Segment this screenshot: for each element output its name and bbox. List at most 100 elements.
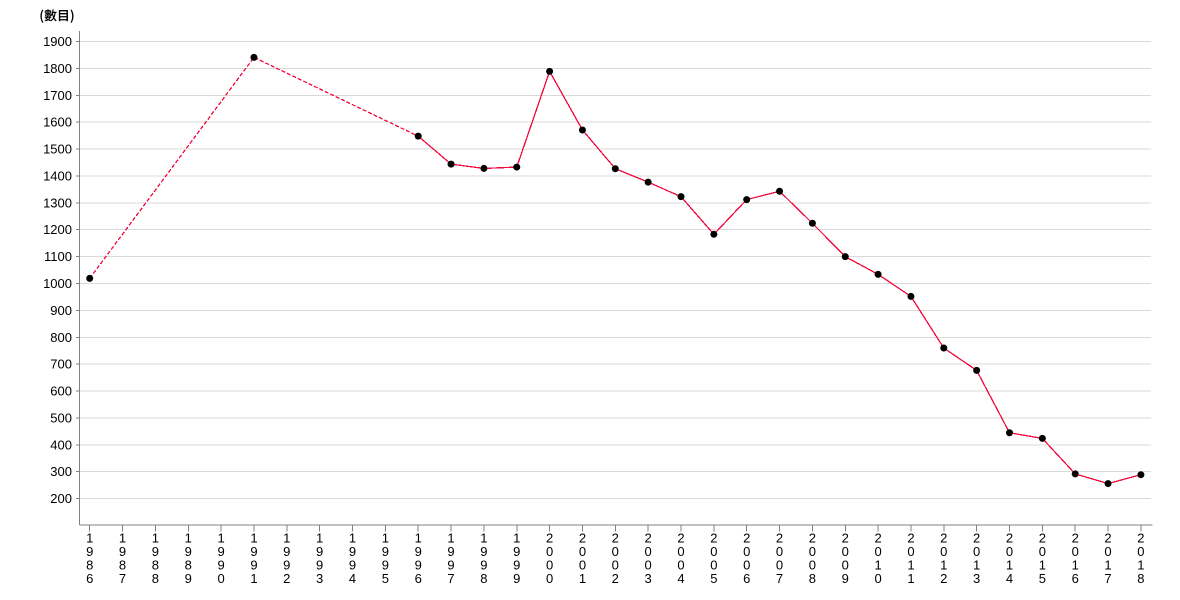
svg-text:2: 2 xyxy=(645,530,652,545)
svg-text:1: 1 xyxy=(382,530,389,545)
svg-text:0: 0 xyxy=(710,544,717,559)
svg-text:9: 9 xyxy=(513,544,520,559)
svg-text:8: 8 xyxy=(152,558,159,573)
svg-text:8: 8 xyxy=(809,571,816,586)
svg-text:1: 1 xyxy=(250,571,257,586)
svg-text:0: 0 xyxy=(973,544,980,559)
svg-text:0: 0 xyxy=(842,544,849,559)
svg-text:0: 0 xyxy=(1072,544,1079,559)
svg-text:2: 2 xyxy=(1072,530,1079,545)
svg-text:5: 5 xyxy=(382,571,389,586)
svg-text:6: 6 xyxy=(415,571,422,586)
svg-text:9: 9 xyxy=(250,558,257,573)
svg-text:1200: 1200 xyxy=(43,222,72,237)
svg-text:0: 0 xyxy=(546,558,553,573)
svg-text:0: 0 xyxy=(546,544,553,559)
svg-text:1: 1 xyxy=(1137,558,1144,573)
svg-text:2: 2 xyxy=(546,530,553,545)
svg-text:0: 0 xyxy=(1006,544,1013,559)
svg-text:1: 1 xyxy=(415,530,422,545)
svg-text:3: 3 xyxy=(316,571,323,586)
svg-text:2: 2 xyxy=(940,571,947,586)
svg-text:1: 1 xyxy=(907,571,914,586)
svg-text:0: 0 xyxy=(1039,544,1046,559)
svg-text:1: 1 xyxy=(152,530,159,545)
svg-text:9: 9 xyxy=(119,544,126,559)
svg-text:9: 9 xyxy=(152,544,159,559)
svg-text:0: 0 xyxy=(645,558,652,573)
svg-text:9: 9 xyxy=(480,544,487,559)
svg-text:1700: 1700 xyxy=(43,88,72,103)
svg-text:9: 9 xyxy=(250,544,257,559)
svg-text:2: 2 xyxy=(612,571,619,586)
svg-text:900: 900 xyxy=(50,303,72,318)
svg-text:1: 1 xyxy=(480,530,487,545)
svg-text:0: 0 xyxy=(809,558,816,573)
svg-text:8: 8 xyxy=(152,571,159,586)
svg-text:7: 7 xyxy=(1104,571,1111,586)
svg-text:700: 700 xyxy=(50,357,72,372)
svg-text:2: 2 xyxy=(1137,530,1144,545)
svg-text:0: 0 xyxy=(1137,544,1144,559)
svg-text:1: 1 xyxy=(316,530,323,545)
svg-text:0: 0 xyxy=(677,544,684,559)
svg-text:2: 2 xyxy=(612,530,619,545)
svg-text:9: 9 xyxy=(382,558,389,573)
svg-text:1: 1 xyxy=(1072,558,1079,573)
svg-text:800: 800 xyxy=(50,330,72,345)
svg-text:300: 300 xyxy=(50,464,72,479)
svg-text:0: 0 xyxy=(579,558,586,573)
svg-text:2: 2 xyxy=(710,530,717,545)
svg-text:0: 0 xyxy=(874,544,881,559)
svg-text:4: 4 xyxy=(349,571,356,586)
svg-text:0: 0 xyxy=(743,558,750,573)
svg-text:9: 9 xyxy=(185,571,192,586)
svg-text:0: 0 xyxy=(907,544,914,559)
svg-text:6: 6 xyxy=(743,571,750,586)
svg-text:9: 9 xyxy=(316,544,323,559)
svg-text:8: 8 xyxy=(119,558,126,573)
svg-text:2: 2 xyxy=(579,530,586,545)
svg-text:1: 1 xyxy=(185,530,192,545)
svg-text:1: 1 xyxy=(874,558,881,573)
svg-text:0: 0 xyxy=(743,544,750,559)
svg-text:8: 8 xyxy=(480,571,487,586)
svg-text:0: 0 xyxy=(677,558,684,573)
svg-text:0: 0 xyxy=(842,558,849,573)
svg-text:0: 0 xyxy=(1104,544,1111,559)
svg-text:9: 9 xyxy=(316,558,323,573)
svg-text:2: 2 xyxy=(973,530,980,545)
svg-text:9: 9 xyxy=(447,558,454,573)
svg-text:9: 9 xyxy=(217,544,224,559)
svg-text:1300: 1300 xyxy=(43,195,72,210)
svg-text:2: 2 xyxy=(1006,530,1013,545)
svg-text:2: 2 xyxy=(677,530,684,545)
svg-text:1: 1 xyxy=(1039,558,1046,573)
svg-text:6: 6 xyxy=(1072,571,1079,586)
svg-text:2: 2 xyxy=(842,530,849,545)
svg-text:7: 7 xyxy=(776,571,783,586)
svg-text:1: 1 xyxy=(579,571,586,586)
svg-text:1: 1 xyxy=(973,558,980,573)
svg-text:2: 2 xyxy=(809,530,816,545)
svg-text:6: 6 xyxy=(86,571,93,586)
svg-text:9: 9 xyxy=(185,544,192,559)
svg-text:1100: 1100 xyxy=(44,249,72,264)
svg-text:2: 2 xyxy=(776,530,783,545)
svg-text:2: 2 xyxy=(1104,530,1111,545)
svg-text:0: 0 xyxy=(809,544,816,559)
svg-text:2: 2 xyxy=(743,530,750,545)
svg-text:1: 1 xyxy=(349,530,356,545)
svg-text:9: 9 xyxy=(217,558,224,573)
svg-text:2: 2 xyxy=(283,571,290,586)
svg-text:9: 9 xyxy=(283,558,290,573)
svg-text:9: 9 xyxy=(480,558,487,573)
svg-text:3: 3 xyxy=(973,571,980,586)
svg-text:9: 9 xyxy=(513,558,520,573)
svg-text:3: 3 xyxy=(645,571,652,586)
svg-text:9: 9 xyxy=(382,544,389,559)
svg-text:2: 2 xyxy=(1039,530,1046,545)
svg-text:1400: 1400 xyxy=(43,168,72,183)
svg-text:1: 1 xyxy=(940,558,947,573)
svg-text:0: 0 xyxy=(612,558,619,573)
